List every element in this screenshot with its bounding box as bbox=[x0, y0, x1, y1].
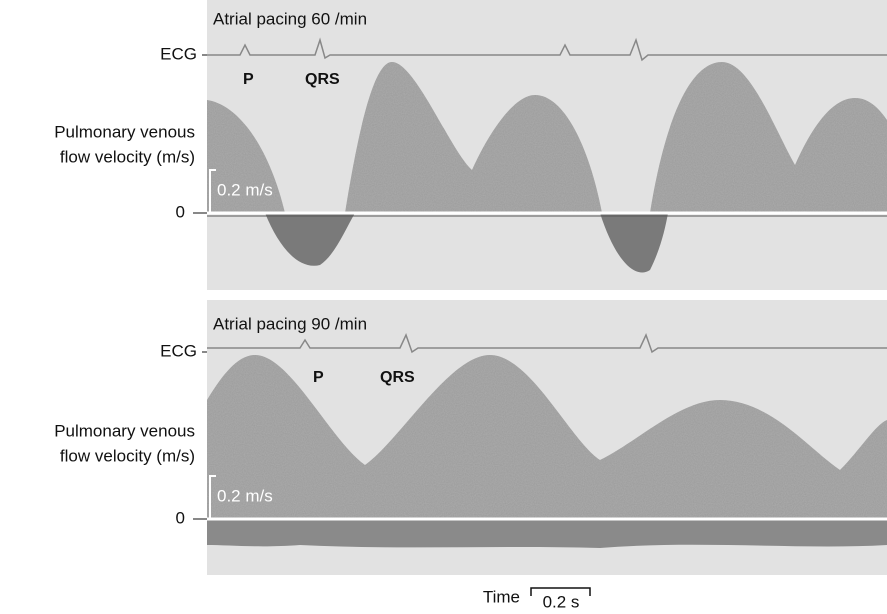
ecg-trace bbox=[207, 37, 887, 62]
reverse-flow bbox=[265, 213, 668, 273]
time-label: Time bbox=[483, 587, 520, 606]
flow-speckle bbox=[207, 62, 887, 213]
time-scale-bar bbox=[530, 587, 591, 596]
qrs-label: QRS bbox=[305, 71, 340, 88]
panel-90: Atrial pacing 90 /min P QRS 0.2 m/s ECG … bbox=[54, 300, 887, 575]
panel-60: Atrial pacing 60 /min P QRS 0.2 m/s ECG … bbox=[54, 0, 887, 290]
qrs-label: QRS bbox=[380, 369, 415, 386]
panel-title: Atrial pacing 90 /min bbox=[213, 314, 367, 333]
scale-bracket bbox=[209, 475, 216, 520]
scale-label: 0.2 m/s bbox=[217, 486, 273, 505]
reverse-flow bbox=[207, 519, 887, 548]
ecg-trace bbox=[207, 333, 887, 354]
zero-label: 0 bbox=[176, 508, 185, 527]
zero-label: 0 bbox=[176, 202, 185, 221]
flow-speckle bbox=[207, 355, 887, 519]
ecg-label: ECG bbox=[160, 44, 197, 63]
y-label: flow velocity (m/s) bbox=[60, 446, 195, 465]
p-label: P bbox=[243, 71, 254, 88]
scale-label: 0.2 m/s bbox=[217, 180, 273, 199]
y-label: Pulmonary venous bbox=[54, 122, 195, 141]
panel-title: Atrial pacing 60 /min bbox=[213, 9, 367, 28]
time-scale-label: 0.2 s bbox=[543, 592, 580, 611]
ecg-label: ECG bbox=[160, 341, 197, 360]
y-label: Pulmonary venous bbox=[54, 421, 195, 440]
scale-bracket bbox=[209, 169, 216, 214]
p-label: P bbox=[313, 369, 324, 386]
y-label: flow velocity (m/s) bbox=[60, 147, 195, 166]
